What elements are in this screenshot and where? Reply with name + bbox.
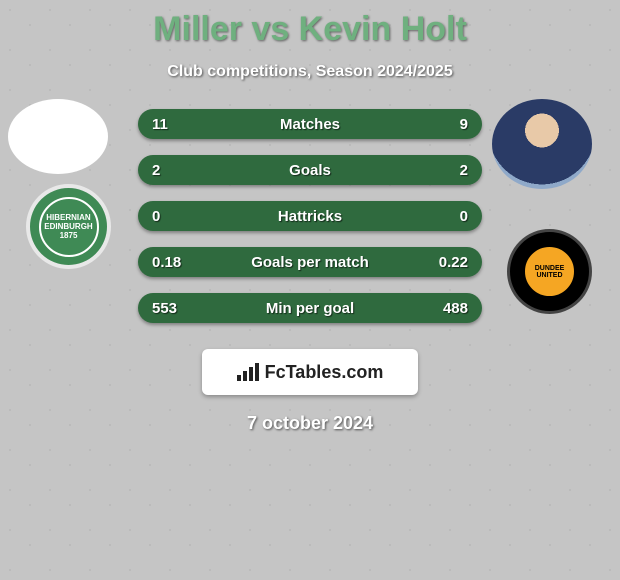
stat-label: Goals (138, 162, 482, 179)
stat-label: Matches (138, 116, 482, 133)
stat-row: 553 Min per goal 488 (138, 293, 482, 323)
page-title: Miller vs Kevin Holt (0, 0, 620, 49)
subtitle: Club competitions, Season 2024/2025 (0, 63, 620, 81)
stat-row: 0.18 Goals per match 0.22 (138, 247, 482, 277)
stat-row: 2 Goals 2 (138, 155, 482, 185)
stat-label: Goals per match (138, 254, 482, 271)
stat-rows: 11 Matches 9 2 Goals 2 0 Hattricks 0 0.1… (138, 109, 482, 339)
brand-logo[interactable]: FcTables.com (202, 349, 418, 395)
brand-text: FcTables.com (265, 362, 384, 383)
player-left-avatar (8, 99, 108, 174)
stat-row: 11 Matches 9 (138, 109, 482, 139)
player-right-avatar (492, 99, 592, 189)
club-right-badge: DUNDEE UNITED (507, 229, 592, 314)
date-label: 7 october 2024 (0, 413, 620, 434)
club-right-badge-text: DUNDEE UNITED (522, 244, 577, 299)
stat-label: Hattricks (138, 208, 482, 225)
stat-row: 0 Hattricks 0 (138, 201, 482, 231)
bar-chart-icon (237, 363, 259, 381)
club-left-badge-text: HIBERNIAN EDINBURGH 1875 (39, 197, 99, 257)
comparison-stage: HIBERNIAN EDINBURGH 1875 DUNDEE UNITED 1… (0, 109, 620, 339)
club-left-badge: HIBERNIAN EDINBURGH 1875 (26, 184, 111, 269)
stat-label: Min per goal (138, 300, 482, 317)
